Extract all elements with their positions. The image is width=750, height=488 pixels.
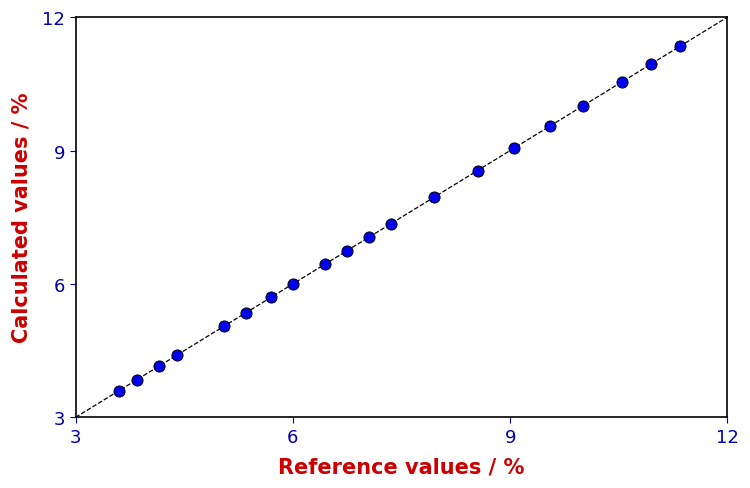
- Point: [577, 103, 589, 111]
- Point: [472, 167, 484, 175]
- Point: [240, 309, 252, 317]
- Point: [113, 387, 125, 395]
- Point: [508, 145, 520, 153]
- Point: [428, 194, 440, 202]
- Point: [131, 376, 143, 384]
- Point: [286, 281, 298, 288]
- Point: [171, 351, 183, 359]
- Point: [385, 221, 397, 228]
- Point: [646, 61, 658, 69]
- Point: [218, 323, 230, 330]
- Point: [616, 79, 628, 86]
- Point: [544, 123, 556, 131]
- Point: [265, 294, 277, 302]
- X-axis label: Reference values / %: Reference values / %: [278, 457, 525, 477]
- Point: [341, 247, 353, 255]
- Point: [153, 363, 165, 370]
- Point: [363, 234, 375, 242]
- Point: [320, 261, 332, 268]
- Point: [674, 43, 686, 51]
- Y-axis label: Calculated values / %: Calculated values / %: [11, 93, 31, 343]
